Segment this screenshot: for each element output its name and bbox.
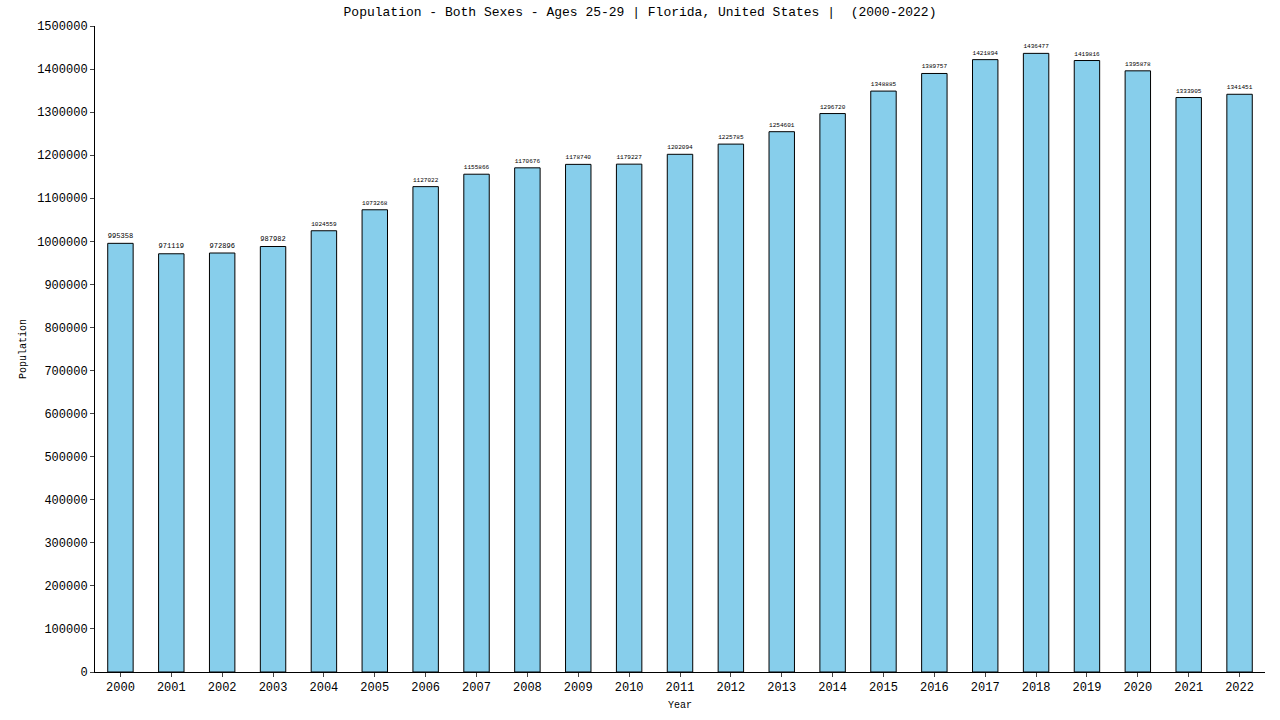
svg-text:1500000: 1500000 (37, 20, 87, 34)
svg-text:1333905: 1333905 (1176, 88, 1202, 95)
svg-text:2015: 2015 (869, 681, 898, 695)
svg-text:1421894: 1421894 (973, 50, 999, 57)
svg-text:1127022: 1127022 (413, 177, 439, 184)
svg-text:2021: 2021 (1174, 681, 1203, 695)
svg-text:400000: 400000 (44, 494, 87, 508)
svg-text:1436477: 1436477 (1023, 43, 1049, 50)
svg-text:300000: 300000 (44, 537, 87, 551)
svg-text:1419816: 1419816 (1074, 51, 1100, 58)
svg-text:1348885: 1348885 (871, 81, 897, 88)
svg-text:Population: Population (18, 319, 29, 379)
svg-text:Population - Both Sexes - Ages: Population - Both Sexes - Ages 25-29 | F… (344, 5, 937, 20)
svg-text:1400000: 1400000 (37, 63, 87, 77)
svg-text:1000000: 1000000 (37, 236, 87, 250)
svg-text:995358: 995358 (108, 232, 133, 240)
svg-text:1100000: 1100000 (37, 192, 87, 206)
svg-text:2000: 2000 (106, 681, 135, 695)
svg-text:1341451: 1341451 (1227, 84, 1253, 91)
svg-text:1202094: 1202094 (667, 144, 693, 151)
svg-text:1073268: 1073268 (362, 200, 388, 207)
svg-text:0: 0 (80, 666, 87, 680)
svg-text:600000: 600000 (44, 408, 87, 422)
svg-text:2020: 2020 (1123, 681, 1152, 695)
svg-text:2017: 2017 (971, 681, 1000, 695)
svg-text:2007: 2007 (462, 681, 491, 695)
svg-text:500000: 500000 (44, 451, 87, 465)
svg-text:2010: 2010 (615, 681, 644, 695)
svg-text:1170676: 1170676 (515, 158, 541, 165)
svg-text:2013: 2013 (767, 681, 796, 695)
svg-text:2022: 2022 (1225, 681, 1254, 695)
svg-text:1178740: 1178740 (566, 154, 592, 161)
svg-text:1225785: 1225785 (718, 134, 744, 141)
svg-text:2003: 2003 (259, 681, 288, 695)
svg-text:Year: Year (668, 700, 692, 711)
svg-text:2019: 2019 (1073, 681, 1102, 695)
svg-text:2018: 2018 (1022, 681, 1051, 695)
svg-text:1389757: 1389757 (922, 63, 948, 70)
svg-text:2001: 2001 (157, 681, 186, 695)
svg-text:1179227: 1179227 (616, 154, 642, 161)
svg-text:1395878: 1395878 (1125, 61, 1151, 68)
svg-text:100000: 100000 (44, 623, 87, 637)
svg-text:972896: 972896 (209, 242, 234, 250)
svg-text:1200000: 1200000 (37, 149, 87, 163)
svg-text:1155866: 1155866 (464, 164, 490, 171)
svg-text:2012: 2012 (716, 681, 745, 695)
svg-text:971119: 971119 (159, 242, 184, 250)
svg-text:2004: 2004 (310, 681, 339, 695)
svg-text:2008: 2008 (513, 681, 542, 695)
svg-text:1254601: 1254601 (769, 122, 795, 129)
svg-text:900000: 900000 (44, 279, 87, 293)
svg-text:2005: 2005 (360, 681, 389, 695)
svg-text:200000: 200000 (44, 580, 87, 594)
svg-text:1024559: 1024559 (311, 221, 337, 228)
svg-text:2016: 2016 (920, 681, 949, 695)
svg-text:800000: 800000 (44, 322, 87, 336)
svg-text:1296720: 1296720 (820, 104, 846, 111)
svg-text:2014: 2014 (818, 681, 847, 695)
svg-text:2002: 2002 (208, 681, 237, 695)
svg-text:700000: 700000 (44, 365, 87, 379)
svg-text:2011: 2011 (666, 681, 695, 695)
svg-text:2009: 2009 (564, 681, 593, 695)
svg-text:987982: 987982 (260, 235, 285, 243)
svg-text:1300000: 1300000 (37, 106, 87, 120)
svg-text:2006: 2006 (411, 681, 440, 695)
